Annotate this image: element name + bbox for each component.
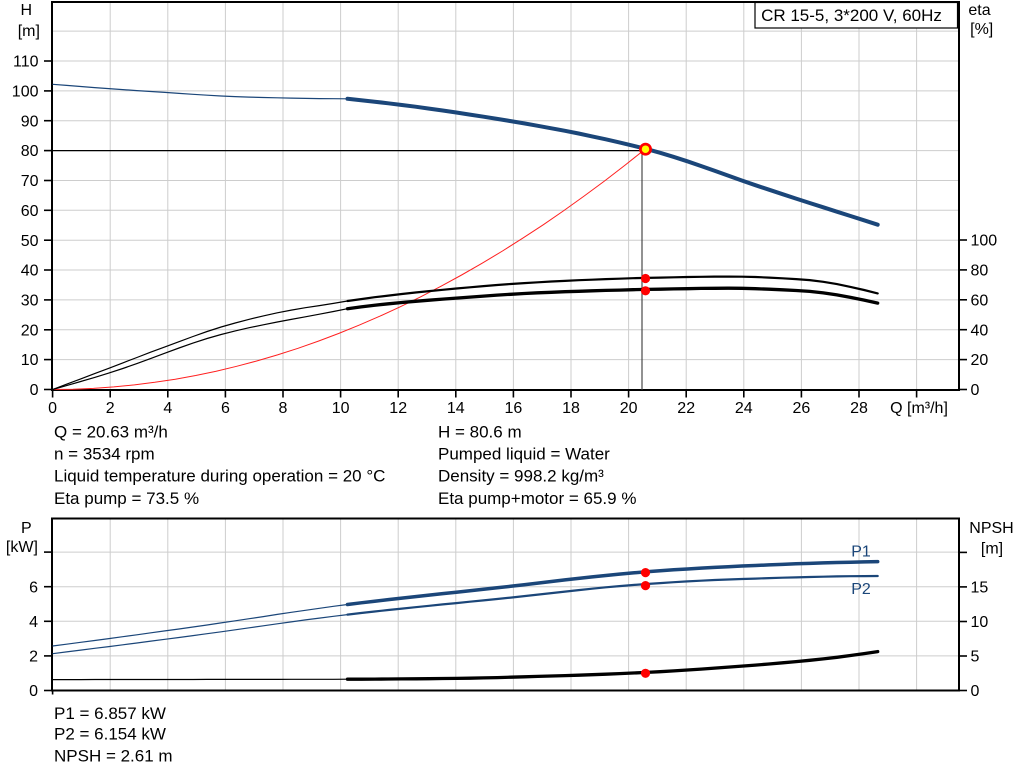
svg-text:30: 30 bbox=[21, 293, 39, 310]
svg-text:H: H bbox=[21, 2, 33, 19]
svg-text:10: 10 bbox=[971, 614, 989, 631]
svg-text:Pumped liquid = Water: Pumped liquid = Water bbox=[438, 445, 610, 464]
svg-text:CR 15-5, 3*200 V, 60Hz: CR 15-5, 3*200 V, 60Hz bbox=[761, 6, 942, 25]
svg-text:70: 70 bbox=[21, 173, 39, 190]
svg-text:P2 = 6.154 kW: P2 = 6.154 kW bbox=[54, 725, 166, 744]
svg-text:NPSH: NPSH bbox=[969, 520, 1013, 537]
svg-text:[%]: [%] bbox=[970, 21, 993, 38]
svg-text:Q = 20.63 m³/h: Q = 20.63 m³/h bbox=[54, 423, 168, 442]
svg-text:40: 40 bbox=[21, 263, 39, 280]
svg-text:20: 20 bbox=[21, 322, 39, 339]
svg-text:0: 0 bbox=[30, 382, 39, 399]
svg-text:90: 90 bbox=[21, 113, 39, 130]
svg-text:80: 80 bbox=[21, 143, 39, 160]
svg-text:60: 60 bbox=[21, 203, 39, 220]
svg-text:P: P bbox=[21, 520, 32, 537]
svg-text:P1 = 6.857 kW: P1 = 6.857 kW bbox=[54, 704, 166, 723]
svg-text:Eta pump = 73.5 %: Eta pump = 73.5 % bbox=[54, 489, 199, 508]
svg-text:n = 3534 rpm: n = 3534 rpm bbox=[54, 445, 155, 464]
svg-text:Q [m³/h]: Q [m³/h] bbox=[890, 400, 948, 417]
svg-text:6: 6 bbox=[29, 579, 38, 596]
svg-text:0: 0 bbox=[48, 400, 57, 417]
svg-text:16: 16 bbox=[505, 400, 523, 417]
svg-text:26: 26 bbox=[793, 400, 811, 417]
svg-text:10: 10 bbox=[21, 352, 39, 369]
svg-text:24: 24 bbox=[735, 400, 753, 417]
svg-text:80: 80 bbox=[971, 263, 989, 280]
svg-text:22: 22 bbox=[677, 400, 695, 417]
svg-text:15: 15 bbox=[971, 580, 989, 597]
svg-text:0: 0 bbox=[971, 683, 980, 700]
svg-text:[m]: [m] bbox=[981, 540, 1003, 557]
svg-text:10: 10 bbox=[332, 400, 350, 417]
svg-text:100: 100 bbox=[12, 84, 39, 101]
svg-text:6: 6 bbox=[221, 400, 230, 417]
svg-text:Eta pump+motor = 65.9 %: Eta pump+motor = 65.9 % bbox=[438, 489, 636, 508]
svg-text:5: 5 bbox=[971, 649, 980, 666]
svg-text:P1: P1 bbox=[851, 543, 871, 560]
svg-text:18: 18 bbox=[562, 400, 580, 417]
svg-text:2: 2 bbox=[106, 400, 115, 417]
svg-text:Liquid temperature during oper: Liquid temperature during operation = 20… bbox=[54, 467, 385, 486]
svg-text:Density = 998.2 kg/m³: Density = 998.2 kg/m³ bbox=[438, 467, 604, 486]
svg-text:14: 14 bbox=[447, 400, 465, 417]
svg-text:0: 0 bbox=[971, 382, 980, 399]
svg-text:2: 2 bbox=[29, 649, 38, 666]
svg-text:[m]: [m] bbox=[18, 23, 40, 40]
svg-text:0: 0 bbox=[29, 683, 38, 700]
svg-text:100: 100 bbox=[971, 233, 998, 250]
svg-text:50: 50 bbox=[21, 233, 39, 250]
svg-text:40: 40 bbox=[971, 322, 989, 339]
svg-text:[kW]: [kW] bbox=[6, 539, 38, 556]
svg-text:eta: eta bbox=[968, 2, 990, 19]
svg-text:20: 20 bbox=[971, 352, 989, 369]
svg-text:P2: P2 bbox=[851, 581, 871, 598]
svg-text:8: 8 bbox=[279, 400, 288, 417]
svg-text:110: 110 bbox=[13, 54, 39, 71]
svg-text:4: 4 bbox=[29, 614, 38, 631]
svg-text:28: 28 bbox=[850, 400, 868, 417]
svg-text:H = 80.6 m: H = 80.6 m bbox=[438, 423, 522, 442]
svg-text:4: 4 bbox=[163, 400, 172, 417]
svg-text:NPSH = 2.61 m: NPSH = 2.61 m bbox=[54, 746, 173, 765]
svg-text:12: 12 bbox=[389, 400, 407, 417]
svg-text:60: 60 bbox=[971, 292, 989, 309]
svg-text:20: 20 bbox=[620, 400, 638, 417]
